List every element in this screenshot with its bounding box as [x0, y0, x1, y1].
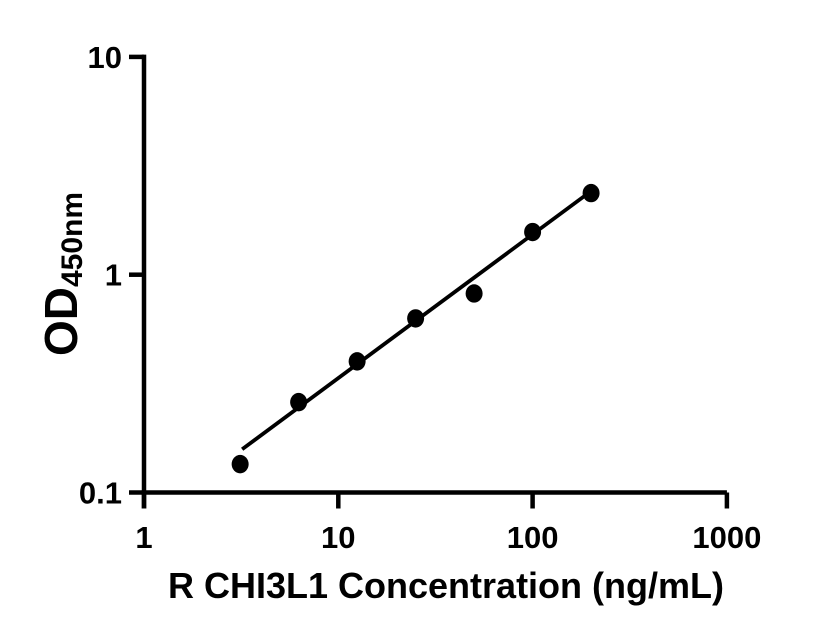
data-point — [231, 454, 249, 474]
y-tick-label: 1 — [105, 258, 122, 293]
x-tick-label: 1000 — [692, 520, 761, 555]
x-tick-label: 10 — [321, 520, 355, 555]
x-tick-label: 1 — [135, 520, 152, 555]
data-point — [582, 183, 600, 203]
y-axis-title-main: OD — [35, 287, 87, 356]
data-point — [407, 309, 425, 328]
y-axis-ticks: 0.1 1 10 — [79, 40, 144, 511]
y-tick-label: 10 — [88, 40, 122, 75]
data-points — [231, 183, 600, 474]
x-axis-ticks: 1 10 100 1000 — [135, 492, 761, 555]
x-axis-title: R CHI3L1 Concentration (ng/mL) — [168, 565, 724, 606]
data-point — [465, 284, 483, 303]
axes — [141, 54, 727, 509]
data-point — [348, 352, 366, 371]
y-tick-label: 0.1 — [79, 476, 122, 511]
x-tick-label: 100 — [507, 520, 559, 555]
y-axis-title: OD450nm — [35, 192, 89, 356]
data-point — [290, 392, 308, 412]
y-axis-title-subscript: 450nm — [56, 192, 89, 287]
data-point — [524, 222, 542, 242]
